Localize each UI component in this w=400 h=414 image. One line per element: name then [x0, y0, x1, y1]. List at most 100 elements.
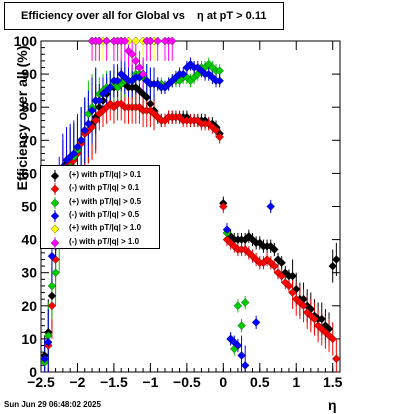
data-point [310, 314, 319, 324]
legend-marker [50, 196, 60, 209]
data-point [142, 93, 151, 102]
data-point [178, 69, 188, 79]
x-tick-label: −2.5 [27, 374, 55, 390]
y-axis-label: Efficiency over all (%) [14, 45, 30, 191]
data-point [95, 36, 104, 46]
legend-label: (+) with pT/|q| > 0.5 [69, 196, 142, 206]
data-point [127, 50, 137, 59]
data-point [44, 337, 53, 347]
data-point [113, 76, 122, 85]
chart-title-box: Efficiency over all for Global vs η at p… [4, 2, 284, 30]
legend-marker [50, 209, 60, 222]
data-point [233, 301, 243, 311]
data-point [95, 96, 104, 105]
data-point [47, 251, 57, 261]
data-point [328, 334, 337, 344]
data-point [288, 271, 297, 281]
y-tick-label: 80 [21, 99, 37, 115]
data-point [328, 261, 337, 271]
legend-label: (+) with pT/|q| > 1.0 [69, 223, 142, 233]
y-tick-label: 50 [21, 199, 37, 215]
data-point [168, 36, 177, 46]
data-point [91, 116, 100, 125]
data-point [40, 354, 49, 363]
y-tick-label: 100 [14, 33, 38, 49]
data-point [76, 136, 86, 145]
x-axis-label: η [328, 397, 337, 413]
data-point [211, 126, 221, 135]
legend-label: (+) with pT/|q| > 0.1 [69, 170, 142, 179]
x-tick-label: 0.5 [250, 374, 270, 390]
data-point [131, 36, 141, 46]
data-point [240, 298, 250, 307]
data-point [106, 83, 115, 92]
data-point [102, 36, 111, 46]
data-point [215, 66, 224, 76]
data-point [47, 301, 57, 311]
x-tick-label: −1 [142, 374, 158, 390]
data-point [277, 271, 286, 281]
x-tick-label: 1 [292, 374, 300, 390]
legend-marker [50, 223, 60, 236]
x-tick-label: 1.5 [323, 374, 343, 390]
data-point [277, 258, 286, 267]
data-point [332, 354, 341, 363]
legend-entry: (+) with pT/|q| > 0.1 [41, 169, 161, 183]
data-point [215, 76, 224, 85]
y-tick-label: 90 [21, 66, 37, 82]
data-point [266, 202, 275, 211]
legend-label: (-) with pT/|q| > 0.5 [69, 209, 140, 219]
data-point [222, 225, 232, 234]
data-point [131, 56, 141, 66]
legend-marker [50, 236, 60, 249]
legend-entry: (+) with pT/|q| > 1.0 [41, 222, 161, 236]
data-point [51, 268, 60, 277]
data-point [332, 255, 341, 264]
y-tick-label: 0 [29, 364, 37, 380]
y-tick-label: 10 [21, 331, 37, 347]
data-point [47, 291, 57, 301]
x-tick-label: −0.5 [173, 374, 201, 390]
y-tick-label: 20 [21, 298, 37, 314]
data-point [120, 73, 130, 82]
y-tick-label: 70 [21, 132, 37, 148]
data-markers [40, 36, 341, 370]
legend-label: (-) with pT/|q| > 1.0 [69, 236, 140, 246]
data-point [317, 314, 326, 324]
x-tick-label: −2 [69, 374, 85, 390]
chart-title: Efficiency over all for Global vs η at p… [21, 10, 267, 22]
y-tick-label: 40 [21, 232, 37, 248]
data-point [80, 126, 89, 135]
legend-label: (-) with pT/|q| > 0.1 [69, 183, 140, 193]
data-point [215, 132, 224, 142]
data-point [237, 321, 246, 330]
data-point [146, 36, 155, 46]
y-tick-label: 30 [21, 265, 37, 281]
legend-entry: (+) with pT/|q| > 0.5 [41, 196, 161, 210]
data-point [87, 106, 97, 115]
data-point [69, 149, 79, 158]
data-point [153, 36, 162, 46]
data-point [73, 142, 82, 152]
data-point [270, 261, 279, 271]
data-point [47, 281, 57, 291]
legend-marker [50, 170, 60, 182]
data-point [240, 361, 250, 370]
x-tick-label: −1.5 [100, 374, 128, 390]
y-tick-label: 60 [21, 165, 37, 181]
data-point [135, 63, 144, 72]
data-point [288, 288, 297, 297]
timestamp: Sun Jun 29 06:48:02 2025 [4, 400, 101, 409]
x-tick-label: 0 [219, 374, 227, 390]
legend-marker [50, 183, 60, 196]
legend: (+) with pT/|q| > 0.1 (-) with pT/|q| > 0… [40, 165, 160, 249]
legend-entry: (-) with pT/|q| > 0.5 [41, 209, 161, 223]
legend-entry: (-) with pT/|q| > 0.1 [41, 182, 161, 196]
data-point [233, 341, 243, 350]
data-point [299, 301, 308, 311]
data-point [251, 318, 261, 327]
data-point [284, 281, 294, 291]
data-point [270, 245, 279, 254]
data-point [219, 202, 228, 211]
